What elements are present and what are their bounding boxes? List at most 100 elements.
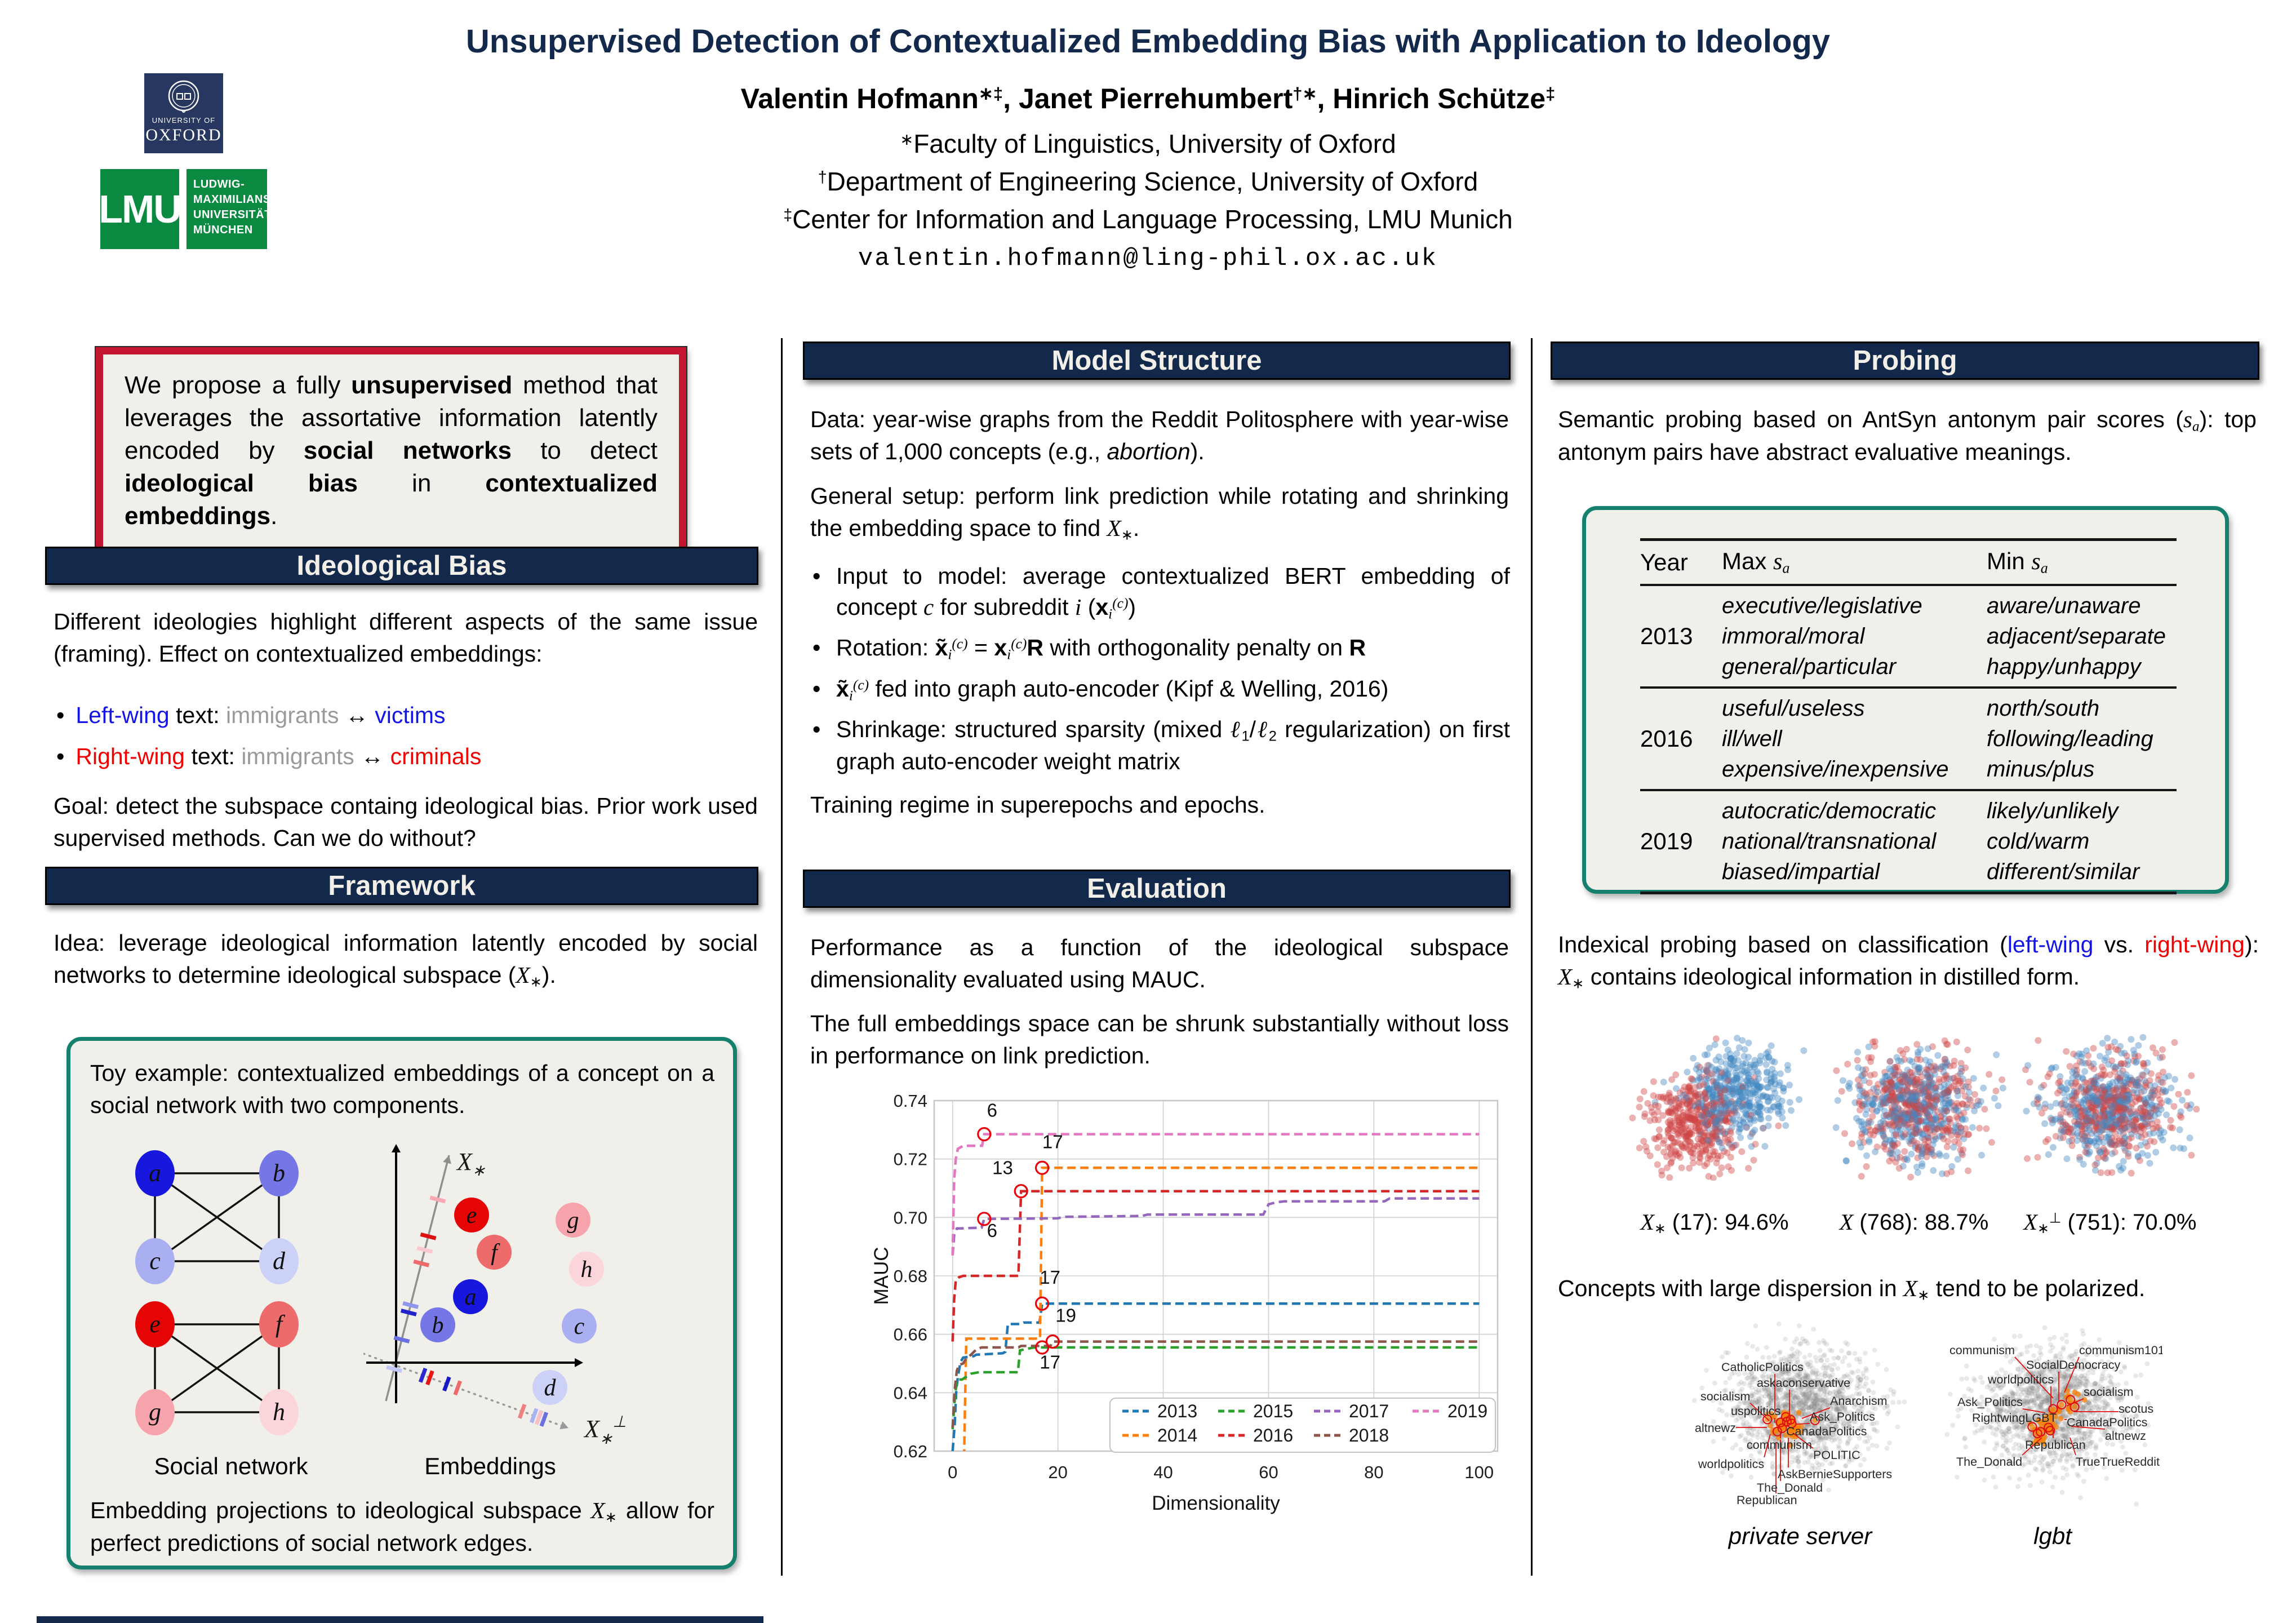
section-title: Model Structure — [1051, 345, 1262, 376]
cutoff-section-bar — [37, 1616, 763, 1623]
lmu-logo-line: LUDWIG- — [193, 178, 245, 190]
affiliation-line: ∗Faculty of Linguistics, University of O… — [900, 129, 1396, 158]
poster-authors: Valentin Hofmann∗‡, Janet Pierrehumbert†… — [740, 83, 1556, 114]
svg-text:17: 17 — [1040, 1267, 1060, 1288]
caption-embeddings: Embeddings — [424, 1453, 556, 1479]
svg-text:40: 40 — [1153, 1462, 1173, 1482]
wordcloud-svg: CatholicPolitics askaconservative socialis… — [1691, 1322, 1907, 1507]
scatter-x-full — [1821, 1034, 2007, 1181]
bias-bullet-right-wing: • Right-wing text: immigrants ↔ criminals — [56, 742, 758, 771]
svg-text:altnewz: altnewz — [1695, 1421, 1736, 1435]
svg-text:19: 19 — [1055, 1305, 1076, 1325]
model-data-paragraph: Data: year-wise graphs from the Reddit P… — [810, 406, 1509, 464]
col-header-min: Min sa — [1987, 548, 2048, 577]
model-bullet-shrinkage: • Shrinkage: structured sparsity (mixed ℓ… — [810, 714, 1510, 777]
svg-text:Dimensionality: Dimensionality — [1152, 1492, 1280, 1514]
svg-text:17: 17 — [1042, 1131, 1063, 1152]
section-header-framework: Framework — [45, 867, 758, 905]
table-rule — [1640, 686, 2177, 689]
column-separator — [781, 338, 783, 1576]
table-row-2016: 2016 useful/useless ill/well expensive/ine… — [1640, 696, 2153, 782]
bullet-icon: • — [812, 563, 821, 589]
svg-text:c: c — [574, 1314, 585, 1340]
wordcloud-lgbt: communism communism101 SocialDemocracy worl… — [1943, 1322, 2162, 1507]
scatter-svg — [1629, 1035, 1808, 1181]
svg-text:100: 100 — [1464, 1462, 1494, 1482]
lmu-logo-text: LUDWIG- MAXIMILIANS- UNIVERSITÄT MÜNCHEN — [186, 169, 275, 249]
svg-text:0.62: 0.62 — [894, 1442, 927, 1461]
svg-text:a: a — [465, 1284, 477, 1310]
poster-title: Unsupervised Detection of Contextualized… — [465, 23, 1831, 60]
svg-text:60: 60 — [1259, 1462, 1278, 1482]
svg-text:e: e — [149, 1310, 161, 1338]
svg-text:0.72: 0.72 — [894, 1150, 927, 1169]
scatter-caption-x: X (768): 88.7% — [1839, 1209, 1989, 1235]
embeddings-figure: e g f h a b c d X∗ X∗⊥ — [363, 1121, 730, 1488]
table-row-2019: 2019 autocratic/democratic national/trans… — [1640, 799, 2140, 884]
svg-text:communism: communism — [1747, 1438, 1812, 1452]
wordcloud-private-server: CatholicPolitics askaconservative socialis… — [1690, 1322, 1910, 1507]
svg-text:6: 6 — [987, 1220, 997, 1241]
column-separator — [1531, 338, 1533, 1576]
svg-text:17: 17 — [1040, 1351, 1060, 1372]
svg-text:X∗⊥: X∗⊥ — [583, 1413, 627, 1448]
bullet-icon: • — [812, 716, 821, 743]
section-header-ideological-bias: Ideological Bias — [45, 547, 758, 585]
scatter-caption-xperp: X∗⊥ (751): 70.0% — [2023, 1209, 2197, 1237]
table-row-2013: 2013 executive/legislative immoral/moral g… — [1640, 593, 2166, 679]
svg-text:0: 0 — [948, 1462, 957, 1482]
svg-text:uspolitics: uspolitics — [1731, 1404, 1780, 1418]
bullet-text: Right-wing text: immigrants ↔ criminals — [76, 743, 482, 769]
svg-text:2017: 2017 — [1349, 1401, 1389, 1421]
bias-goal: Goal: detect the subspace containg ideol… — [54, 793, 758, 851]
oxford-crest-icon — [166, 79, 201, 115]
model-setup-paragraph: General setup: perform link prediction w… — [810, 483, 1509, 543]
svg-text:askaconservative: askaconservative — [1757, 1376, 1850, 1390]
svg-text:0.70: 0.70 — [894, 1208, 927, 1227]
scatter-svg — [1832, 1037, 2006, 1181]
svg-text:d: d — [544, 1375, 557, 1401]
model-training-paragraph: Training regime in superepochs and epoch… — [810, 792, 1265, 818]
col-header-max: Max sa — [1722, 548, 1790, 577]
section-header-model-structure: Model Structure — [803, 342, 1511, 380]
col-header-year: Year — [1640, 549, 1688, 575]
table-rule — [1640, 789, 2177, 791]
lmu-logo-line: MÜNCHEN — [193, 224, 253, 236]
bullet-text: Left-wing text: immigrants ↔ victims — [76, 702, 446, 728]
lmu-logo-line: UNIVERSITÄT — [193, 209, 272, 221]
caption-private-server: private server — [1728, 1523, 1872, 1549]
contact-email: valentin.hofmann@ling-phil.ox.ac.uk — [858, 245, 1438, 273]
svg-text:AskBernieSupporters: AskBernieSupporters — [1778, 1467, 1892, 1481]
lmu-logo-line: MAXIMILIANS- — [193, 193, 275, 206]
svg-text:2018: 2018 — [1349, 1425, 1389, 1445]
probing-semantic-paragraph: Semantic probing based on AntSyn antonym… — [1558, 406, 2257, 465]
table-header-row: Year Max sa Min sa — [1640, 541, 2177, 584]
wordcloud-svg: communism communism101SocialDemocracyworl… — [1944, 1325, 2162, 1507]
svg-text:0.68: 0.68 — [894, 1266, 927, 1286]
svg-text:Republican: Republican — [1737, 1493, 1797, 1507]
oxford-logo: UNIVERSITY OF OXFORD — [144, 73, 223, 153]
svg-text:2014: 2014 — [1157, 1425, 1197, 1445]
svg-text:13: 13 — [992, 1158, 1013, 1178]
framework-idea: Idea: leverage ideological information l… — [54, 930, 758, 990]
svg-text:e: e — [467, 1203, 477, 1229]
oxford-logo-line1: UNIVERSITY OF — [152, 116, 216, 125]
svg-text:g: g — [149, 1398, 161, 1426]
svg-text:MAUC: MAUC — [871, 1247, 892, 1305]
abstract-box: We propose a fully unsupervised method t… — [95, 345, 687, 556]
model-bullets: • Input to model: average contextualized … — [810, 561, 1510, 786]
scatter-caption-xstar: X∗ (17): 94.6% — [1640, 1209, 1789, 1237]
bullet-icon: • — [56, 743, 65, 769]
affiliation-line: †Department of Engineering Science, Univ… — [818, 167, 1478, 196]
mauc-chart: 0 20 40 60 80 100 0.62 0.64 0.66 0.68 0.70 0.72 0.74… — [868, 1090, 1510, 1524]
evaluation-p1: Performance as a function of the ideolog… — [810, 934, 1509, 992]
dispersion-paragraph: Concepts with large dispersion in X∗ ten… — [1558, 1275, 2146, 1303]
bullet-icon: • — [812, 675, 821, 702]
bias-bullet-left-wing: • Left-wing text: immigrants ↔ victims — [56, 700, 758, 730]
svg-text:a: a — [149, 1159, 161, 1187]
svg-text:CatholicPolitics: CatholicPolitics — [1721, 1360, 1804, 1374]
section-header-evaluation: Evaluation — [803, 870, 1511, 908]
svg-text:h: h — [581, 1257, 593, 1283]
svg-text:g: g — [567, 1208, 579, 1234]
